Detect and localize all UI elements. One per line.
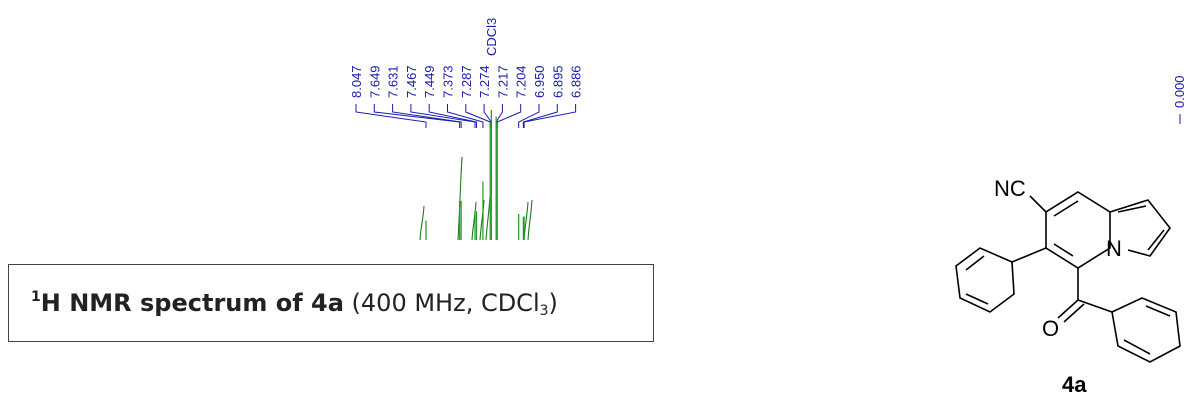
peak-label: 6.895 xyxy=(550,65,565,98)
peak-leader-line xyxy=(518,104,540,128)
ring-nitrogen-label: N xyxy=(1106,236,1122,261)
peak-label: 6.886 xyxy=(569,65,584,98)
peak-label: 7.449 xyxy=(422,65,437,98)
peak-leader-line xyxy=(523,104,577,128)
phenyl-left-double-1 xyxy=(965,255,985,271)
caption-nucleus-sup: 1 xyxy=(31,289,41,305)
peak-label: 6.950 xyxy=(532,65,547,98)
caption-box: 1H NMR spectrum of 4a (400 MHz, CDCl3) xyxy=(8,264,654,342)
peak-label: 7.287 xyxy=(459,65,474,98)
caption-text: 1H NMR spectrum of 4a (400 MHz, CDCl3) xyxy=(31,289,558,319)
peak-label: 7.649 xyxy=(367,65,382,98)
reference-peak: 0.000 xyxy=(1172,75,1187,124)
peak-label: 8.047 xyxy=(349,65,364,98)
peak-label: 7.373 xyxy=(441,65,456,98)
integral-curve xyxy=(485,196,491,241)
compound-label: 4a xyxy=(1062,372,1087,397)
peak-leader-line xyxy=(392,104,462,128)
peak-leader-line xyxy=(447,104,484,128)
phenyl-ring-left xyxy=(955,247,1015,313)
reference-peak-label: 0.000 xyxy=(1172,75,1187,108)
integral-curve xyxy=(419,205,425,241)
integral-curve xyxy=(457,156,463,241)
nitrile-bond xyxy=(1029,195,1047,213)
phenyl-left-double-2 xyxy=(965,293,989,305)
pyrrole-ring xyxy=(1109,199,1171,257)
caption-close: ) xyxy=(548,289,558,317)
carbonyl-double-bond xyxy=(1057,299,1085,323)
peak-label: 7.217 xyxy=(495,65,510,98)
caption-sub: 3 xyxy=(539,303,549,319)
peak-leader-line xyxy=(410,104,476,128)
pyridine-ring xyxy=(1045,191,1111,269)
caption-rest: (400 MHz, CDCl xyxy=(343,289,540,317)
phenyl-right-double-2 xyxy=(1145,305,1171,317)
integral-curve xyxy=(527,199,533,241)
pyrrole-double-1 xyxy=(1117,205,1147,213)
peak-label: 7.274 xyxy=(477,65,492,98)
integral-curve xyxy=(471,201,477,241)
phenyl-bond xyxy=(1011,247,1047,263)
peak-label: 7.631 xyxy=(386,65,401,98)
peak-leader-line xyxy=(522,104,558,128)
integral-curve xyxy=(479,199,485,241)
caption-bold: H NMR spectrum of 4a xyxy=(40,289,344,317)
peak-leader-line xyxy=(373,104,461,128)
peak-leader-line xyxy=(496,104,522,128)
double-bond-2 xyxy=(1053,243,1074,257)
carbonyl-oxygen-label: O xyxy=(1042,316,1059,341)
peak-leader-line xyxy=(355,104,427,128)
nitrile-label: NC xyxy=(994,176,1026,201)
peak-label: 7.467 xyxy=(404,65,419,98)
benzoyl-bond xyxy=(1077,299,1113,313)
pyrrole-double-2 xyxy=(1147,229,1165,251)
peak-labels: 8.047 7.649 7.631 7.467 7.449 7.373 7.287 7.274… xyxy=(349,65,584,128)
peak-label: 7.204 xyxy=(514,65,529,98)
spectrum-trace xyxy=(425,110,525,240)
phenyl-ring-right xyxy=(1111,297,1181,363)
peak-leader-line xyxy=(428,104,478,128)
phenyl-right-double-1 xyxy=(1123,339,1151,355)
solvent-label: CDCl3 xyxy=(484,18,499,56)
molecule-structure: NC N O 4a xyxy=(955,176,1181,397)
double-bond-1 xyxy=(1053,200,1079,217)
